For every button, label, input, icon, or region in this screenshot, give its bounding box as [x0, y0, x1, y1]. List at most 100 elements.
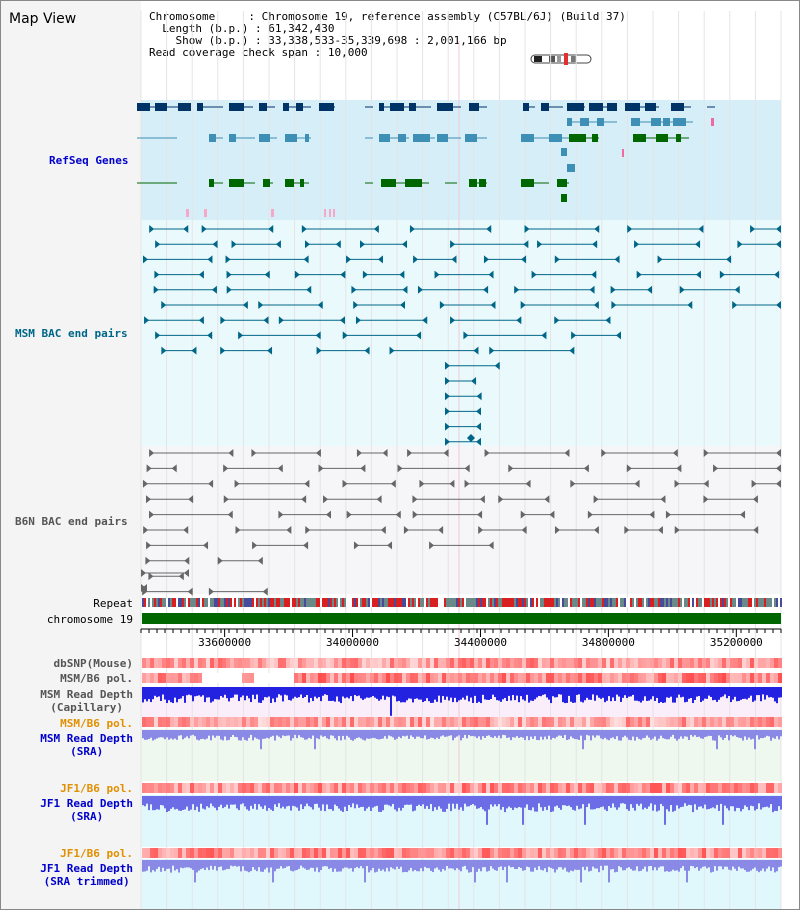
- refseq-gene-row6-exon: [229, 179, 244, 187]
- repeat-segment: [206, 598, 208, 607]
- msm-depth-cap-bar: [664, 687, 666, 703]
- msm-b6-pol-2-heat-cell: [734, 717, 738, 727]
- jf1-depth-trim-bar: [252, 860, 254, 868]
- refseq-gene-row6-exon: [521, 179, 534, 187]
- jf1-depth-trim-bar: [564, 860, 566, 868]
- jf1-depth-sra-bar: [580, 796, 582, 809]
- msm-depth-sra-bar: [176, 730, 178, 740]
- jf1-b6-pol-2-heat-cell: [678, 848, 682, 858]
- chromosome-ideogram[interactable]: [530, 53, 592, 65]
- msm-depth-cap-bar: [246, 687, 248, 696]
- jf1-depth-sra-bar: [392, 796, 394, 804]
- jf1-depth-sra-bar: [570, 796, 572, 808]
- msm-depth-sra-bar: [686, 730, 688, 737]
- jf1-b6-pol-heat-cell: [518, 783, 522, 793]
- jf1-depth-trim-bar: [432, 860, 434, 873]
- repeat-segment: [494, 598, 496, 607]
- repeat-segment: [492, 598, 494, 607]
- msm-depth-sra-bar: [158, 730, 160, 738]
- jf1-b6-pol-2-heat-cell: [742, 848, 746, 858]
- repeat-segment: [508, 598, 510, 607]
- dbsnp-heat-cell: [562, 658, 566, 668]
- msm-depth-sra-bar: [320, 730, 322, 736]
- jf1-depth-trim-bar: [688, 860, 690, 871]
- jf1-b6-pol-2-heat-cell: [242, 848, 246, 858]
- jf1-b6-pol-heat-cell: [602, 783, 606, 793]
- jf1-depth-sra-bar: [356, 796, 358, 805]
- msm-depth-sra-bar: [516, 730, 518, 737]
- msm-depth-sra-bar: [286, 730, 288, 736]
- dbsnp-heat-cell: [234, 658, 238, 668]
- repeat-segment: [476, 598, 478, 607]
- chromosome-value: Chromosome 19, reference assembly (C57BL…: [261, 10, 626, 23]
- dbsnp-heat-cell: [254, 658, 258, 668]
- msm-depth-sra-bar: [712, 730, 714, 741]
- jf1-b6-pol-2-heat-cell: [634, 848, 638, 858]
- repeat-segment: [264, 598, 266, 607]
- msm-depth-cap-bar: [780, 687, 782, 698]
- refseq-gene-row3-exon: [465, 134, 477, 142]
- b6n-bac-track-band: [141, 446, 781, 594]
- jf1-depth-sra-bar: [540, 796, 542, 808]
- msm-b6-pol-heat-cell: [378, 673, 382, 683]
- dbsnp-heat-cell: [490, 658, 494, 668]
- msm-bac-pair-end: [726, 255, 732, 264]
- repeat-segment: [220, 598, 222, 607]
- msm-b6-pol-2-heat-cell: [754, 717, 758, 727]
- jf1-b6-pol-2-heat-cell: [514, 848, 518, 858]
- jf1-depth-trim-bar: [694, 860, 696, 869]
- msm-b6-pol-2-heat-cell: [666, 717, 670, 727]
- msm-depth-cap-bar: [190, 687, 192, 696]
- msm-bac-pair-end: [278, 316, 284, 325]
- jf1-depth-trim-bar: [258, 860, 260, 868]
- msm-depth-cap-bar: [644, 687, 646, 697]
- msm-b6-pol-heat-cell: [326, 673, 330, 683]
- jf1-depth-trim-bar: [216, 860, 218, 871]
- msm-depth-cap-bar: [244, 687, 246, 701]
- repeat-segment: [194, 598, 196, 607]
- refseq-gene-row6-exon: [263, 179, 270, 187]
- jf1-b6-pol-heat-cell: [386, 783, 390, 793]
- jf1-depth-sra-bar: [310, 796, 312, 808]
- jf1-depth-sra-bar: [304, 796, 306, 807]
- jf1-depth-trim-bar: [428, 860, 430, 869]
- repeat-segment: [152, 598, 154, 607]
- jf1-depth-sra-bar: [458, 796, 460, 810]
- b6n-bac-pair-end: [520, 510, 526, 519]
- b6n-bac-pair-end: [626, 464, 632, 473]
- b6n-bac-pair-end: [187, 587, 193, 596]
- msm-bac-pair-end: [698, 225, 704, 233]
- repeat-segment: [412, 598, 414, 607]
- msm-depth-cap-bar: [760, 687, 762, 702]
- msm-b6-pol-heat-cell: [582, 673, 586, 683]
- msm-depth-sra-bar: [692, 730, 694, 737]
- msm-depth-cap-bar: [582, 687, 584, 703]
- msm-b6-pol-2-heat-cell: [262, 717, 266, 727]
- jf1-b6-pol-heat-cell: [474, 783, 478, 793]
- jf1-depth-sra-bar: [338, 796, 340, 809]
- jf1-b6-pol-heat-cell: [698, 783, 702, 793]
- msm-depth-sra-bar: [254, 730, 256, 738]
- msm-b6-pol-heat-cell: [714, 673, 718, 683]
- msm-depth-cap-bar: [468, 687, 470, 702]
- jf1-depth-sra-bar: [248, 796, 250, 811]
- repeat-segment: [570, 598, 572, 607]
- jf1-depth-sra-bar: [484, 796, 486, 812]
- refseq-gene-row3-exon: [437, 134, 448, 142]
- msm-depth-sra-bar: [280, 730, 282, 739]
- msm-depth-cap-bar: [400, 687, 402, 703]
- msm-depth-cap-bar: [496, 687, 498, 701]
- msm-depth-sra-bar: [764, 730, 766, 738]
- jf1-depth-sra-bar: [624, 796, 626, 804]
- dbsnp-heat-cell: [346, 658, 350, 668]
- jf1-depth-trim-bar: [676, 860, 678, 871]
- repeat-segment: [692, 598, 694, 607]
- msm-b6-pol-2-heat-cell: [610, 717, 614, 727]
- b6n-bac-pair-end: [776, 479, 781, 488]
- jf1-depth-trim-bar: [206, 860, 208, 868]
- msm-depth-cap-bar: [576, 687, 578, 695]
- repeat-segment: [204, 598, 206, 607]
- msm-bac-pair-end: [377, 255, 383, 264]
- jf1-b6-pol-heat-cell: [482, 783, 486, 793]
